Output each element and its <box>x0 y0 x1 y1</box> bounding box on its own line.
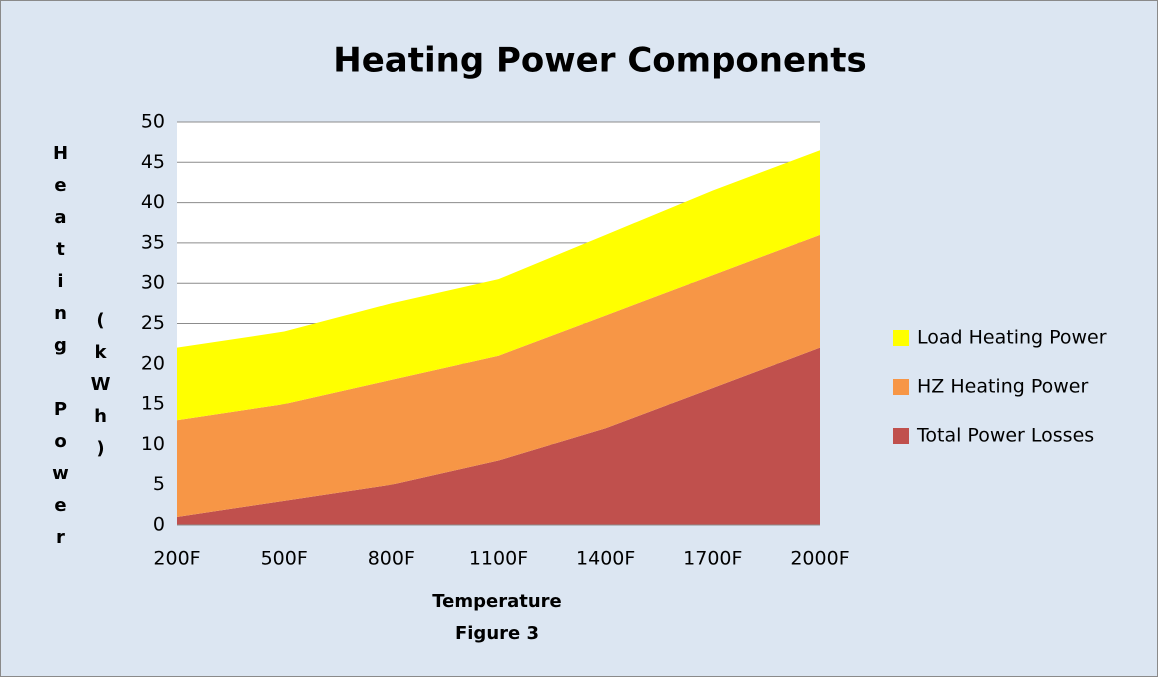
y-tick-label: 50 <box>141 111 165 133</box>
area <box>177 347 820 525</box>
y-tick-label: 0 <box>153 514 165 536</box>
area <box>177 150 820 421</box>
y-axis-label: Heating Power <box>50 143 71 559</box>
legend-swatch <box>893 428 909 444</box>
y-tick-label: 10 <box>141 433 165 455</box>
y-tick-label: 15 <box>141 393 165 415</box>
y-axis-unit: (kWh) <box>90 310 111 470</box>
y-tick-label: 20 <box>141 352 165 374</box>
x-tick-label: 200F <box>153 548 200 570</box>
x-tick-label: 1400F <box>576 548 635 570</box>
x-tick-label: 1700F <box>683 548 742 570</box>
legend-label: Load Heating Power <box>917 327 1107 349</box>
legend-label: Total Power Losses <box>916 425 1094 447</box>
caption: Figure 3 <box>455 623 539 644</box>
y-tick-label: 30 <box>141 272 165 294</box>
area <box>177 234 820 517</box>
chart-title: Heating Power Components <box>333 41 867 81</box>
legend-label: HZ Heating Power <box>917 376 1088 398</box>
x-tick-label: 1100F <box>469 548 528 570</box>
x-axis-label: Temperature <box>432 591 561 612</box>
y-tick-label: 35 <box>141 231 165 253</box>
x-tick-label: 500F <box>261 548 308 570</box>
y-tick-label: 40 <box>141 191 165 213</box>
x-tick-label: 2000F <box>790 548 849 570</box>
y-tick-label: 45 <box>141 151 165 173</box>
legend-swatch <box>893 330 909 346</box>
y-tick-label: 25 <box>141 312 165 334</box>
x-tick-label: 800F <box>368 548 415 570</box>
y-tick-label: 5 <box>153 473 165 495</box>
legend-swatch <box>893 379 909 395</box>
